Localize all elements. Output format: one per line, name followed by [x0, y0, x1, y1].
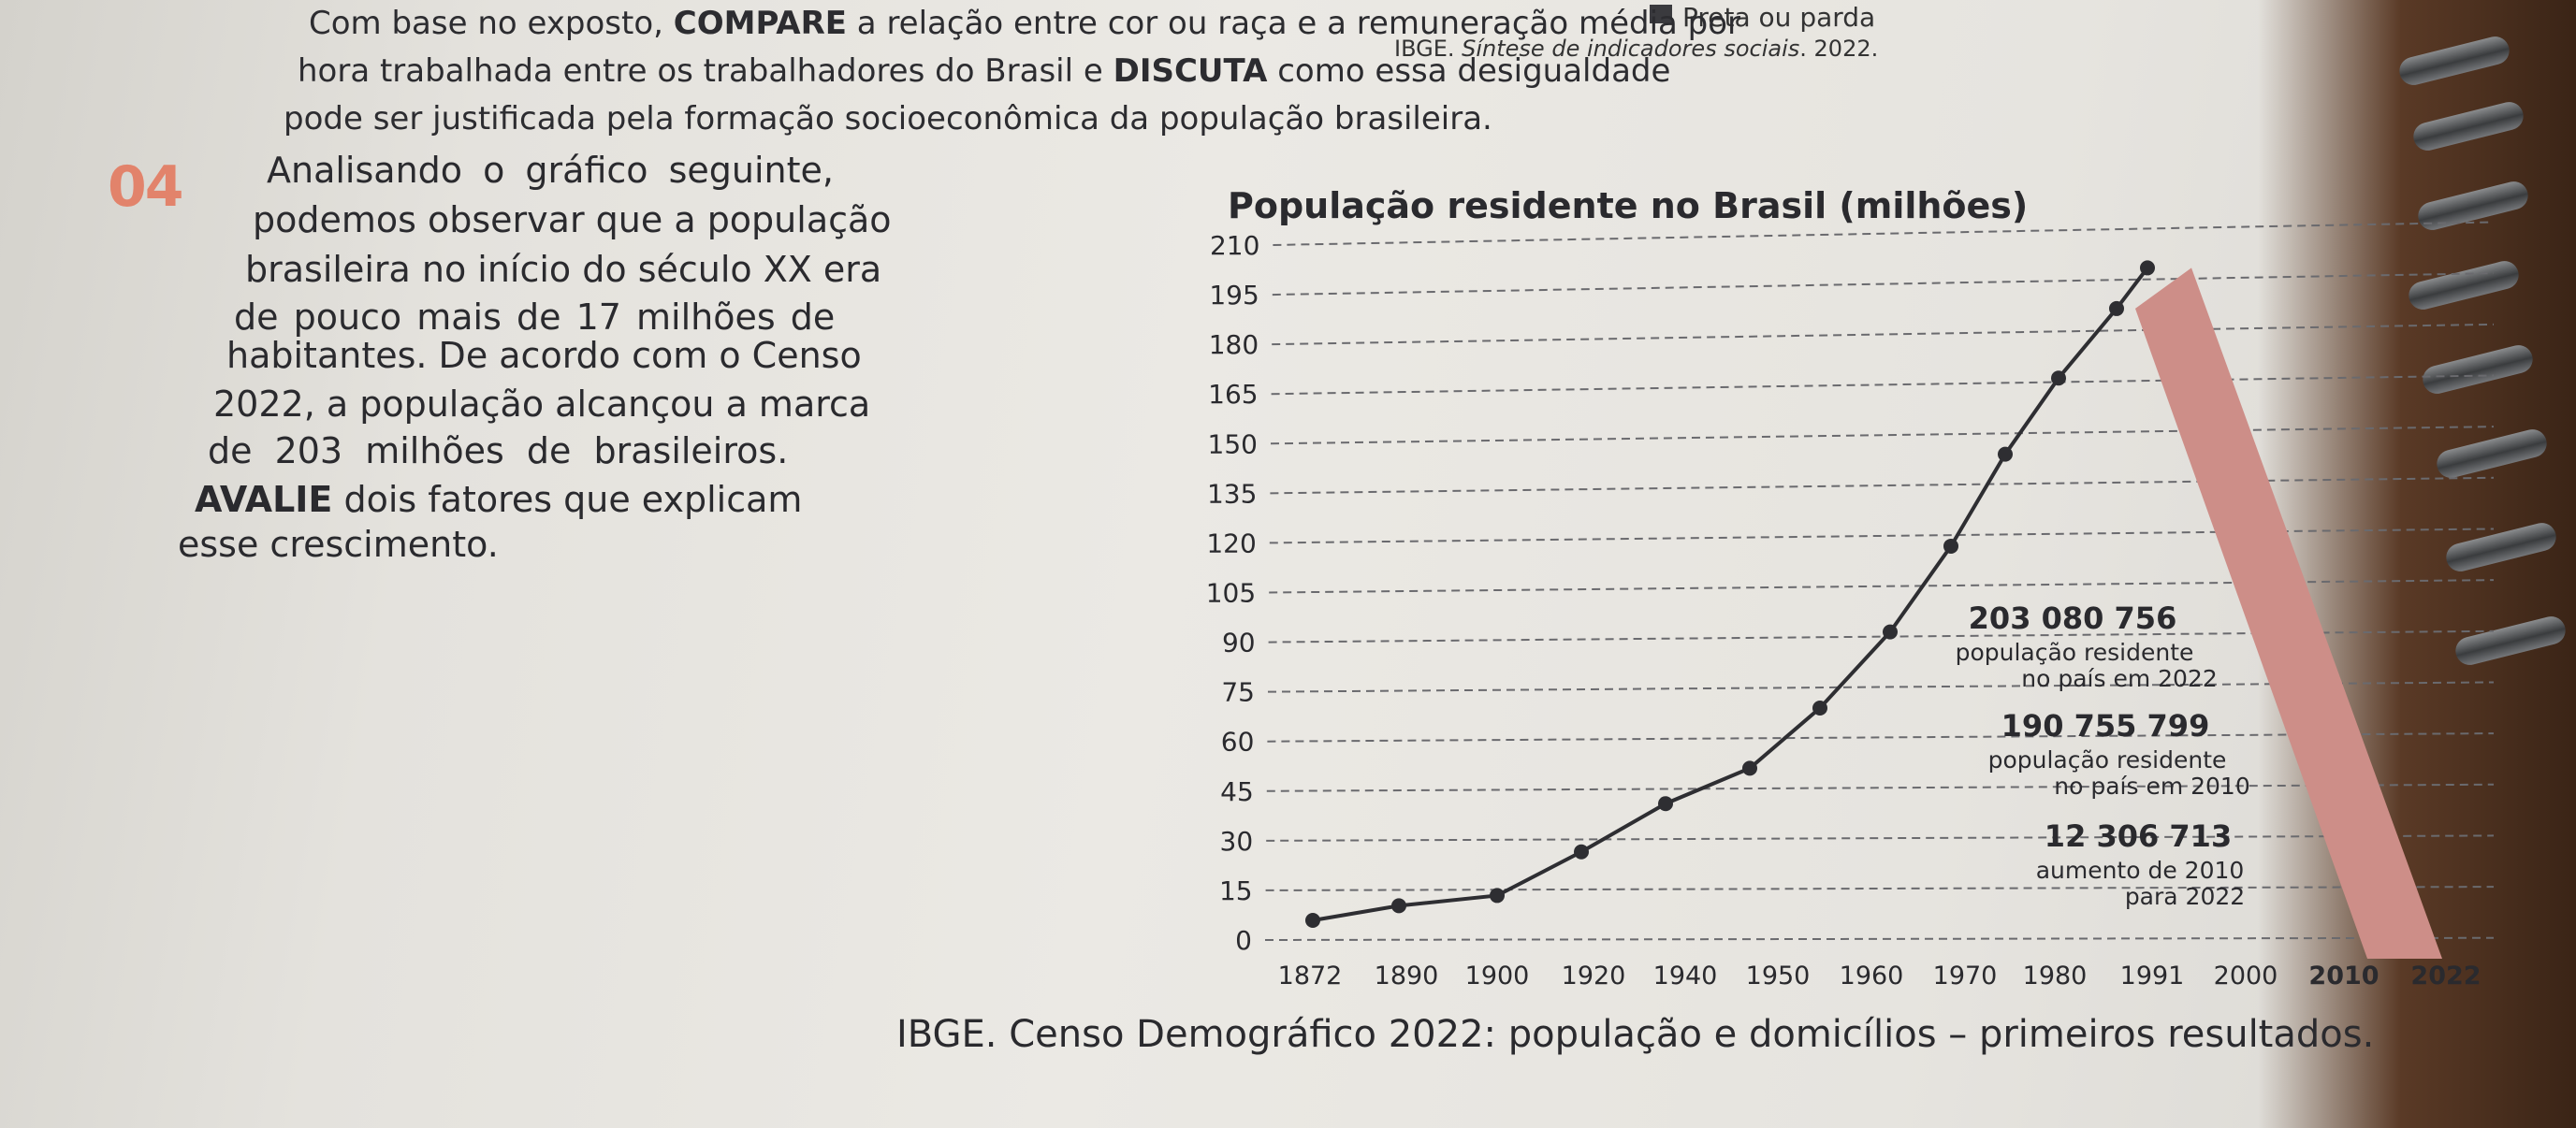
- gridline: [1272, 272, 2495, 296]
- annotation-label: população residente: [1956, 639, 2194, 666]
- x-tick-label: 2000: [2214, 962, 2278, 991]
- gridline: [1272, 323, 2495, 346]
- y-tick-label: 60: [1221, 727, 1255, 758]
- y-tick-label: 195: [1209, 280, 1259, 311]
- data-point: [1574, 844, 1589, 860]
- question-line: brasileira no início do século XX era: [245, 249, 882, 290]
- gridline: [1270, 426, 2495, 445]
- y-tick-label: 0: [1235, 925, 1252, 956]
- data-point: [1658, 796, 1673, 812]
- question-number: 04: [108, 154, 183, 220]
- y-tick-label: 30: [1220, 826, 1254, 857]
- x-tick-label: 1970: [1933, 962, 1998, 991]
- question-line: de 203 milhões de brasileiros.: [208, 430, 789, 471]
- annotation-label: população residente: [1988, 746, 2227, 774]
- x-tick-label: 1940: [1653, 962, 1718, 991]
- gridline: [1264, 936, 2495, 941]
- paragraph-line-1: Com base no exposto, COMPARE a relação e…: [309, 5, 1741, 42]
- y-tick-label: 105: [1206, 578, 1256, 609]
- data-point: [2109, 300, 2124, 316]
- question-line: Analisando o gráfico seguinte,: [267, 150, 834, 191]
- data-point: [1305, 912, 1320, 928]
- gridline: [1266, 834, 2495, 842]
- gridline: [1266, 783, 2495, 792]
- paragraph-line-2: hora trabalhada entre os trabalhadores d…: [298, 52, 1671, 90]
- question-line: AVALIE dois fatores que explicam: [195, 479, 803, 520]
- annotation-value: 203 080 756: [1969, 600, 2177, 636]
- y-tick-label: 90: [1222, 628, 1256, 658]
- question-line: esse crescimento.: [178, 524, 499, 565]
- gridline: [1267, 681, 2495, 693]
- y-tick-label: 75: [1221, 677, 1255, 708]
- data-point: [1812, 700, 1827, 716]
- legend-label: Preta ou parda: [1682, 2, 1876, 33]
- y-tick-label: 45: [1220, 776, 1254, 807]
- y-tick-label: 120: [1206, 528, 1256, 558]
- question-line: podemos observar que a população: [253, 199, 892, 240]
- gridline: [1267, 732, 2495, 743]
- x-tick-label: 1920: [1562, 962, 1626, 991]
- data-point: [1883, 624, 1898, 640]
- annotation-label: para 2022: [2125, 883, 2245, 910]
- annotation-label: no país em 2010: [2054, 773, 2250, 800]
- y-tick-label: 165: [1208, 379, 1258, 410]
- data-point: [1943, 538, 1958, 554]
- y-tick-label: 210: [1210, 230, 1259, 261]
- y-tick-label: 150: [1208, 428, 1258, 459]
- question-line: habitantes. De acordo com o Censo: [226, 335, 862, 376]
- bottom-source-citation: IBGE. Censo Demográfico 2022: população …: [896, 1013, 2375, 1056]
- data-point: [1998, 446, 2013, 462]
- gridline: [1271, 374, 2495, 396]
- y-tick-label: 180: [1209, 329, 1259, 360]
- gridline: [1265, 886, 2495, 891]
- chart-title: População residente no Brasil (milhões): [1228, 185, 2029, 226]
- question-line: 2022, a população alcançou a marca: [213, 383, 871, 425]
- data-point: [2051, 370, 2066, 386]
- annotation-value: 190 755 799: [2001, 708, 2210, 744]
- x-tick-label: 2010: [2308, 962, 2379, 991]
- x-tick-label: 1980: [2023, 962, 2088, 991]
- x-tick-label: 1890: [1375, 962, 1439, 991]
- x-tick-label: 1872: [1278, 962, 1343, 991]
- top-source-citation: IBGE. Síntese de indicadores sociais. 20…: [1394, 36, 1879, 62]
- data-point: [1490, 888, 1505, 904]
- gridline: [1268, 629, 2495, 644]
- data-point: [2140, 260, 2155, 276]
- x-tick-label: 1950: [1746, 962, 1811, 991]
- population-line: [1312, 267, 2149, 922]
- gridline: [1270, 476, 2495, 495]
- gridline: [1269, 579, 2495, 594]
- gridline: [1269, 528, 2495, 544]
- annotation-label: no país em 2022: [2021, 665, 2218, 692]
- data-point: [1742, 760, 1757, 776]
- highlight-band-2010-2022: [2135, 268, 2442, 960]
- gridline: [1273, 221, 2495, 246]
- x-tick-label: 2022: [2410, 962, 2481, 991]
- y-tick-label: 15: [1219, 875, 1253, 906]
- question-line: de pouco mais de 17 milhões de: [234, 296, 836, 338]
- annotation-value: 12 306 713: [2045, 818, 2232, 854]
- legend-swatch: [1650, 5, 1672, 23]
- x-tick-label: 1991: [2120, 962, 2185, 991]
- x-tick-label: 1960: [1840, 962, 1904, 991]
- x-tick-label: 1900: [1465, 962, 1530, 991]
- data-point: [1391, 898, 1406, 914]
- annotation-label: aumento de 2010: [2036, 857, 2245, 884]
- paragraph-line-3: pode ser justificada pela formação socio…: [284, 100, 1492, 137]
- y-tick-label: 135: [1207, 478, 1257, 509]
